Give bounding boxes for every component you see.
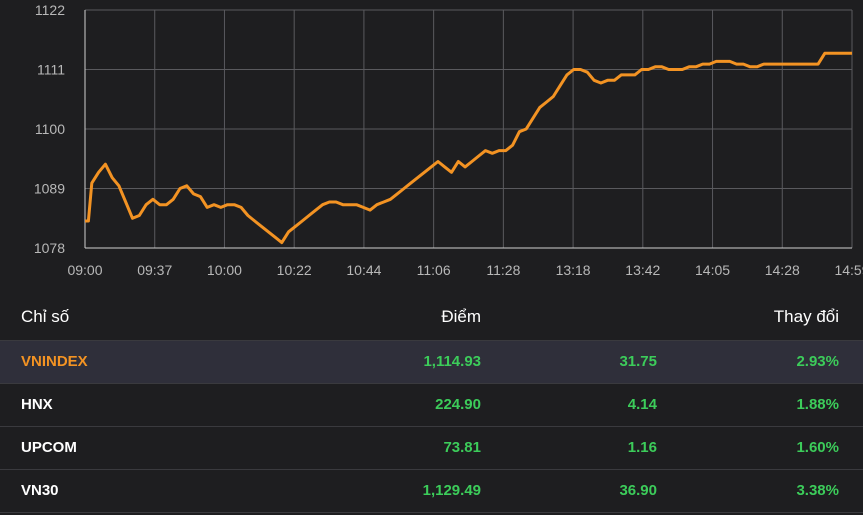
index-points: 73.81 (443, 439, 481, 456)
x-tick-label: 09:00 (67, 262, 102, 278)
x-tick-label: 11:06 (417, 262, 451, 278)
index-name: VN30 (21, 482, 59, 499)
x-tick-label: 09:37 (137, 262, 172, 278)
x-tick-label: 10:22 (277, 262, 312, 278)
index-points: 1,114.93 (423, 353, 481, 370)
x-tick-label: 10:44 (346, 262, 381, 278)
vnindex-intraday-chart: 1078 1089 1100 1111 1122 09:00 09:37 10:00 10:22… (34, 2, 863, 278)
x-tick-label: 14:59 (834, 262, 863, 278)
x-tick-label: 10:00 (207, 262, 242, 278)
index-change: 31.75 (619, 353, 657, 370)
index-table: Chỉ số Điểm Thay đổi VNINDEX 1,114.93 31… (0, 296, 863, 513)
header-change: Thay đổi (773, 307, 839, 326)
x-tick-label: 13:18 (556, 262, 591, 278)
header-index: Chỉ số (21, 307, 70, 326)
series-line-vnindex (85, 51, 852, 245)
y-tick-label: 1122 (35, 2, 65, 18)
y-tick-label: 1089 (34, 181, 65, 197)
table-header: Chỉ số Điểm Thay đổi (0, 296, 863, 340)
index-points: 1,129.49 (422, 482, 481, 499)
index-percent: 1.60% (796, 439, 839, 456)
index-name: UPCOM (21, 439, 77, 456)
x-tick-label: 14:05 (695, 262, 730, 278)
x-tick-label: 11:28 (486, 262, 520, 278)
table-row-hnx[interactable]: HNX 224.90 4.14 1.88% (0, 384, 863, 427)
index-name: VNINDEX (21, 353, 88, 370)
index-name: HNX (21, 396, 53, 413)
index-percent: 3.38% (796, 482, 839, 499)
table-row-vn30[interactable]: VN30 1,129.49 36.90 3.38% (0, 470, 863, 513)
table-row-upcom[interactable]: UPCOM 73.81 1.16 1.60% (0, 427, 863, 470)
index-percent: 2.93% (796, 353, 839, 370)
table-row-vnindex[interactable]: VNINDEX 1,114.93 31.75 2.93% (0, 340, 863, 384)
header-points: Điểm (441, 307, 481, 326)
index-change: 36.90 (619, 482, 657, 499)
index-change: 4.14 (627, 396, 657, 413)
x-tick-label: 14:28 (765, 262, 800, 278)
y-tick-label: 1078 (34, 240, 65, 256)
index-points: 224.90 (435, 396, 481, 413)
y-tick-label: 1111 (37, 62, 65, 78)
x-tick-label: 13:42 (625, 262, 660, 278)
y-tick-label: 1100 (35, 121, 65, 137)
index-percent: 1.88% (796, 396, 839, 413)
index-change: 1.16 (627, 439, 657, 456)
